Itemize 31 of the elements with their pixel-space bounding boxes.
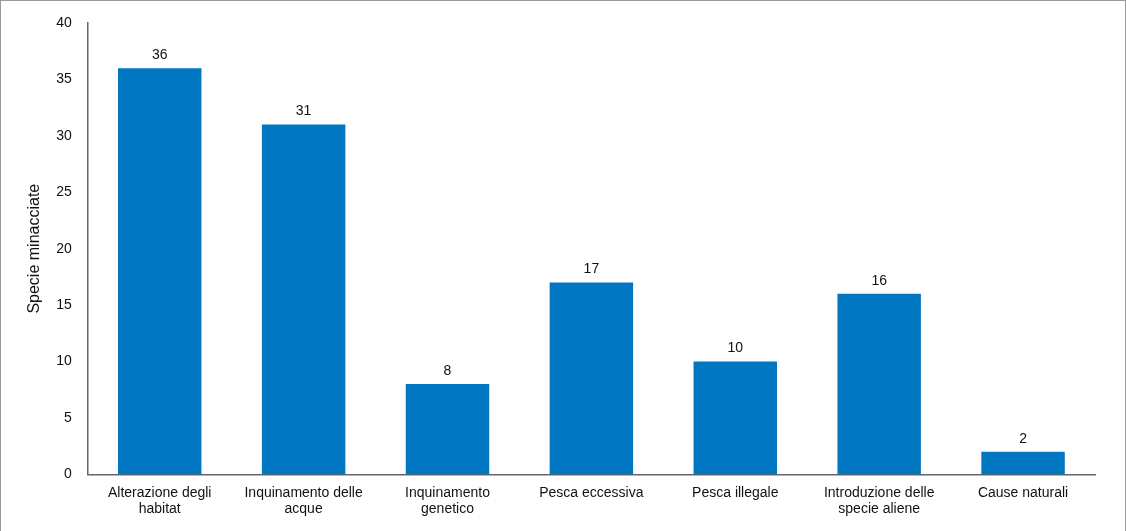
x-tick-label: Pesca eccessiva — [539, 483, 644, 500]
data-label: 17 — [583, 260, 600, 277]
y-axis-title: Specie minacciate — [25, 183, 43, 314]
y-tick-label: 25 — [56, 183, 72, 200]
bar — [981, 451, 1065, 475]
bar — [549, 282, 634, 475]
y-tick-label: 30 — [56, 126, 72, 143]
x-tick-label: Pesca illegale — [692, 483, 779, 500]
x-tick-label: Cause naturali — [977, 483, 1069, 500]
y-tick-label: 5 — [63, 408, 72, 425]
data-label: 10 — [727, 339, 744, 356]
x-tick-label: Alterazione degli habitat — [107, 483, 212, 517]
bar — [837, 293, 921, 475]
data-label: 16 — [871, 271, 888, 288]
y-tick-label: 15 — [56, 295, 72, 312]
x-tick-label: Introduzione delle specie aliene — [823, 483, 935, 517]
data-label: 8 — [443, 361, 452, 378]
data-label: 36 — [151, 46, 168, 62]
data-label: 2 — [1019, 429, 1028, 446]
bar — [117, 68, 202, 475]
bar — [693, 361, 777, 475]
y-tick-label: 0 — [63, 465, 72, 482]
bar — [405, 384, 490, 475]
y-tick-label: 35 — [56, 70, 72, 87]
y-tick-label: 40 — [56, 13, 72, 30]
y-tick-label: 20 — [56, 239, 72, 256]
data-label: 31 — [295, 102, 312, 119]
y-tick-label: 10 — [56, 352, 72, 369]
x-tick-label: Inquinamento genetico — [405, 483, 491, 517]
bar — [261, 124, 346, 475]
x-tick-label: Inquinamento delle acque — [244, 483, 363, 517]
